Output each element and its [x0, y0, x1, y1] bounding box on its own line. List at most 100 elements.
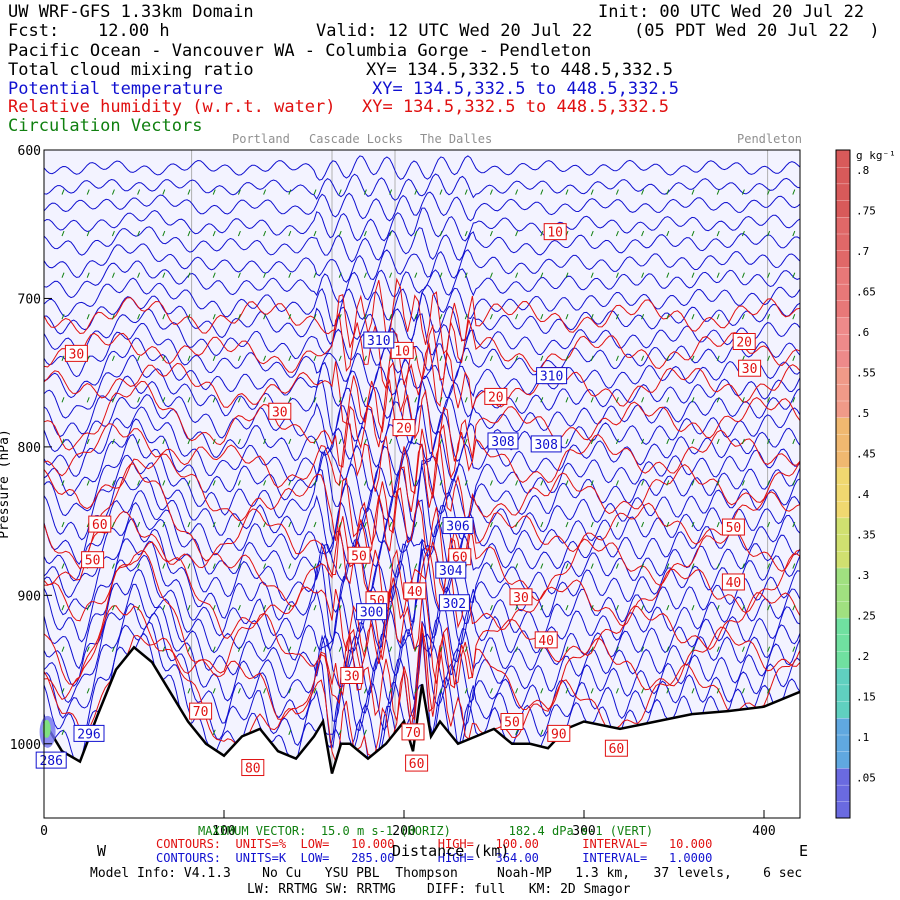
circulation-vector — [86, 230, 90, 237]
circulation-vector — [691, 355, 695, 361]
circulation-vector — [792, 521, 796, 528]
circulation-vector — [464, 480, 468, 486]
theta-label-box — [363, 331, 395, 349]
circulation-vector — [288, 397, 292, 403]
y-tick-label: 600 — [18, 144, 41, 159]
rh-label: 10 — [547, 226, 563, 241]
circulation-vector — [439, 355, 443, 361]
circulation-vector — [338, 438, 342, 445]
circulation-vector — [767, 189, 771, 195]
circulation-vector — [187, 646, 191, 652]
circulation-vector — [565, 189, 569, 195]
location-the-dalles: The Dalles — [420, 132, 493, 146]
theta-label-box — [356, 603, 388, 621]
colorbar-band — [835, 216, 851, 235]
theta-label: 286 — [39, 754, 62, 769]
rh-contour-info: CONTOURS: UNITS=% LOW= 10.000 HIGH= 100.… — [156, 837, 713, 851]
circulation-vector — [263, 563, 267, 569]
circulation-vector — [666, 438, 670, 445]
colorbar-tick-label: .2 — [856, 650, 869, 663]
circulation-vector — [389, 521, 393, 528]
rh-label-box — [732, 332, 756, 350]
colorbar-band — [835, 801, 851, 819]
x-tick-label: 200 — [392, 824, 415, 839]
circulation-vector — [162, 272, 166, 278]
rh-label: 60 — [409, 757, 425, 772]
colorbar-band — [835, 199, 851, 218]
circulation-vector — [515, 521, 519, 528]
circulation-vector — [338, 230, 342, 237]
circulation-vector — [691, 397, 695, 403]
circulation-vector — [162, 397, 166, 403]
circulation-vector — [515, 729, 519, 736]
circulation-vector — [767, 688, 771, 694]
circulation-vector — [263, 438, 267, 445]
circulation-vector — [61, 189, 65, 195]
circulation-vector — [414, 604, 418, 611]
circulation-vector — [313, 646, 317, 652]
circulation-vector — [641, 646, 645, 652]
circulation-vector — [540, 521, 544, 528]
circulation-vector — [716, 480, 720, 486]
circulation-vector — [691, 604, 695, 611]
rh-label: 30 — [742, 362, 758, 377]
circulation-vector — [439, 314, 443, 320]
circulation-vector — [615, 230, 619, 237]
y-tick-label: 900 — [18, 589, 41, 604]
circulation-vector — [691, 314, 695, 320]
circulation-vector — [641, 355, 645, 361]
forecast-label: Fcst: — [8, 21, 60, 41]
circulation-vector — [767, 272, 771, 278]
circulation-vector — [641, 272, 645, 278]
colorbar-band — [835, 550, 851, 569]
model-title: UW WRF-GFS 1.33km Domain — [8, 2, 254, 22]
circulation-vector — [741, 563, 745, 569]
circulation-vector — [137, 397, 141, 403]
circulation-vector — [741, 646, 745, 652]
colorbar-band — [835, 500, 851, 519]
circulation-vector — [338, 397, 342, 403]
rh-label: 50 — [85, 554, 101, 569]
circulation-vector — [464, 189, 468, 195]
circulation-vector — [792, 438, 796, 445]
east-label: E — [799, 842, 809, 860]
rh-label-box — [392, 419, 416, 437]
circulation-vector — [716, 397, 720, 403]
circulation-vector — [86, 688, 90, 694]
theta-contour — [43, 291, 801, 345]
circulation-vector — [288, 480, 292, 486]
circulation-vector — [237, 521, 241, 528]
circulation-vector — [137, 314, 141, 320]
circulation-vector — [439, 480, 443, 486]
circulation-vector — [86, 480, 90, 486]
circulation-vector — [515, 314, 519, 320]
circulation-vector — [641, 230, 645, 237]
xy-theta: XY= 134.5,332.5 to 448.5,332.5 — [372, 79, 680, 99]
theta-contour — [43, 433, 801, 542]
colorbar-tick-label: .1 — [856, 731, 869, 744]
circulation-vector — [792, 397, 796, 403]
rh-label: 60 — [92, 518, 108, 533]
theta-contour — [43, 260, 801, 303]
colorbar-band — [835, 600, 851, 619]
circulation-vector — [489, 230, 493, 237]
circulation-vector — [767, 397, 771, 403]
circulation-vector — [464, 355, 468, 361]
rh-label: 30 — [69, 347, 85, 362]
circulation-vector — [565, 563, 569, 569]
circulation-vector — [61, 480, 65, 486]
circulation-vector — [565, 646, 569, 652]
circulation-vector — [288, 729, 292, 736]
circulation-vector — [540, 480, 544, 486]
circulation-vector — [263, 688, 267, 694]
theta-label: 310 — [367, 334, 390, 349]
circulation-vector — [615, 314, 619, 320]
theta-label-box — [435, 561, 467, 579]
circulation-vector — [565, 521, 569, 528]
circulation-vector — [641, 688, 645, 694]
circulation-vector — [691, 521, 695, 528]
rh-label-box — [268, 402, 292, 420]
circulation-vector — [414, 355, 418, 361]
theta-label-box — [530, 435, 562, 453]
circulation-vector — [439, 230, 443, 237]
